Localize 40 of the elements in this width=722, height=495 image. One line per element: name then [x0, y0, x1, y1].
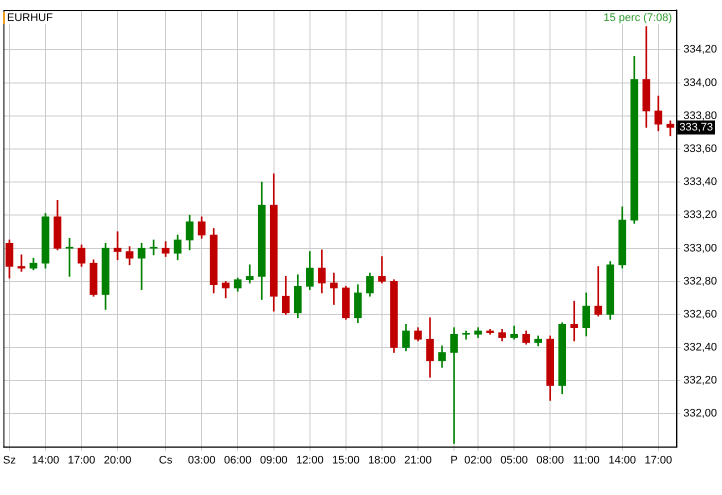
x-tick-label: 03:00 — [188, 454, 216, 466]
candlestick — [450, 327, 458, 444]
candlestick — [114, 231, 122, 260]
x-tick-label: Cs — [158, 454, 173, 466]
y-tick-label: 332,00 — [683, 408, 718, 420]
y-tick-label: 332,60 — [683, 308, 718, 320]
x-tick-label: 18:00 — [368, 454, 396, 466]
x-tick-label: Sz — [2, 454, 16, 466]
y-tick-label: 332,40 — [683, 342, 718, 354]
candlestick — [18, 254, 26, 272]
x-tick-label: 17:00 — [68, 454, 96, 466]
x-tick-label: 12:00 — [296, 454, 324, 466]
chart-subtitle: 15 perc (7:08) — [602, 12, 674, 24]
x-tick-label: 14:00 — [32, 454, 60, 466]
x-tick-label: 06:00 — [224, 454, 252, 466]
x-tick-label: 17:00 — [644, 454, 672, 466]
y-tick-label: 333,20 — [683, 209, 718, 222]
x-tick-label: P — [450, 454, 458, 466]
x-tick-label: 11:00 — [572, 454, 600, 466]
x-tick-label: 21:00 — [404, 454, 432, 466]
annotation: 333,73 — [679, 122, 714, 134]
y-tick-label: 332,80 — [683, 275, 718, 288]
x-tick-label: 15:00 — [332, 454, 360, 466]
x-tick-label: 05:00 — [500, 454, 528, 466]
y-tick-label: 333,00 — [683, 242, 718, 254]
candlestick — [378, 256, 386, 284]
x-tick-label: 08:00 — [536, 454, 564, 466]
y-tick-label: 334,20 — [683, 44, 718, 56]
x-tick-label: 09:00 — [260, 454, 288, 466]
y-tick-label: 332,20 — [683, 374, 718, 387]
y-tick-label: 333,60 — [683, 143, 718, 156]
y-tick-label: 334,00 — [683, 76, 718, 89]
y-tick-label: 333,80 — [683, 110, 718, 122]
chart-title: EURHUF — [3, 12, 55, 24]
candlestick — [66, 238, 74, 277]
candlestick — [462, 330, 470, 340]
y-tick-label: 333,40 — [683, 176, 718, 188]
x-tick-label: 14:00 — [608, 454, 636, 466]
x-tick-label: 02:00 — [464, 454, 492, 466]
x-tick-label: 20:00 — [104, 454, 132, 466]
